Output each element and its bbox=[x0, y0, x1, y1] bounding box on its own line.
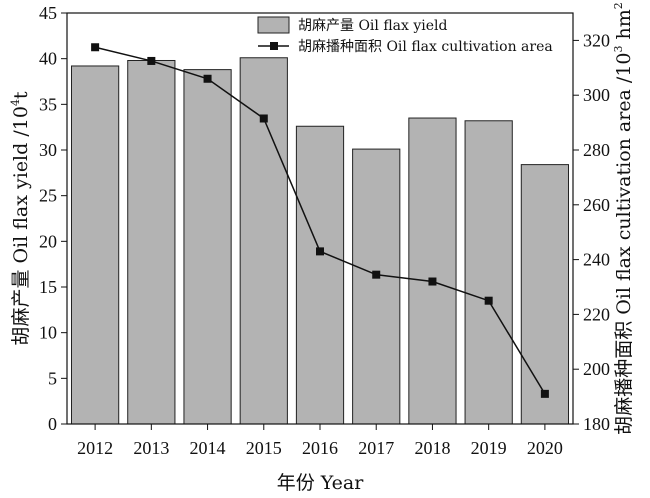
right-tick-label: 240 bbox=[583, 250, 610, 270]
bar-series bbox=[70, 57, 570, 425]
right-tick-label: 200 bbox=[583, 359, 610, 379]
bar-2017 bbox=[352, 148, 401, 425]
right-y-axis-title-tail: hm bbox=[613, 9, 635, 45]
right-y-axis: 180 200 220 240 260 280 300 320 bbox=[573, 30, 610, 434]
line-point-2016 bbox=[316, 247, 324, 256]
line-point-2012 bbox=[91, 43, 100, 52]
bar-2016 bbox=[295, 125, 345, 425]
left-tick-label: 35 bbox=[39, 94, 57, 114]
x-tick-label: 2012 bbox=[77, 438, 113, 458]
x-tick-label: 2019 bbox=[471, 438, 507, 458]
right-tick-label: 300 bbox=[583, 85, 610, 105]
x-tick-label: 2015 bbox=[246, 438, 282, 458]
right-tick-label: 260 bbox=[583, 195, 610, 215]
x-tick-label: 2013 bbox=[133, 438, 169, 458]
line-point-2018 bbox=[428, 277, 437, 286]
left-tick-label: 0 bbox=[48, 414, 57, 434]
right-y-axis-title-sup: 3 bbox=[612, 45, 625, 52]
right-tick-label: 280 bbox=[583, 140, 610, 160]
left-tick-label: 25 bbox=[39, 186, 57, 206]
bar-2019 bbox=[464, 120, 513, 425]
left-y-axis-title-tail: t bbox=[10, 91, 32, 99]
x-axis: 2012 2013 2014 2015 2016 2017 2018 2019 2020 bbox=[77, 424, 563, 458]
bar-2013 bbox=[127, 59, 176, 425]
left-tick-label: 30 bbox=[39, 140, 57, 160]
left-tick-label: 10 bbox=[39, 323, 57, 343]
x-tick-label: 2018 bbox=[414, 438, 450, 458]
line-point-2020 bbox=[540, 389, 549, 398]
left-tick-label: 5 bbox=[48, 368, 57, 388]
right-tick-label: 220 bbox=[583, 304, 610, 324]
bar-2018 bbox=[408, 117, 457, 425]
x-tick-label: 2020 bbox=[527, 438, 563, 458]
left-tick-label: 40 bbox=[39, 49, 57, 69]
legend-bar-swatch bbox=[257, 16, 290, 34]
line-point-2019 bbox=[484, 296, 493, 305]
bar-2014 bbox=[183, 69, 232, 425]
x-tick-label: 2016 bbox=[302, 438, 338, 458]
line-series bbox=[91, 43, 549, 398]
line-point-2013 bbox=[147, 56, 156, 65]
bar-2015 bbox=[239, 57, 288, 425]
left-y-axis-title-main: 胡麻产量 Oil flax yield /10 bbox=[10, 106, 32, 345]
legend: 胡麻产量 Oil flax yield 胡麻播种面积 Oil flax cult… bbox=[257, 16, 553, 55]
left-y-axis-title-sup: 4 bbox=[9, 99, 22, 106]
right-tick-label: 320 bbox=[583, 30, 610, 50]
left-y-axis: 0 5 10 15 20 25 30 35 40 45 bbox=[39, 3, 67, 434]
right-tick-label: 180 bbox=[583, 414, 610, 434]
legend-line-label: 胡麻播种面积 Oil flax cultivation area bbox=[298, 39, 553, 55]
left-y-axis-title: 胡麻产量 Oil flax yield /104t bbox=[9, 91, 32, 345]
left-tick-label: 15 bbox=[39, 277, 57, 297]
legend-bar-label: 胡麻产量 Oil flax yield bbox=[298, 18, 448, 34]
line-point-2017 bbox=[372, 270, 381, 279]
x-axis-title: 年份 Year bbox=[277, 472, 365, 494]
bar-2012 bbox=[70, 65, 120, 425]
right-y-axis-title-sup2: 2 bbox=[612, 2, 625, 9]
left-tick-label: 45 bbox=[39, 3, 57, 23]
right-y-axis-title: 胡麻播种面积 Oil flax cultivation area /103 hm… bbox=[612, 2, 635, 435]
line-point-2015 bbox=[259, 114, 268, 123]
left-tick-label: 20 bbox=[39, 231, 57, 251]
x-tick-label: 2017 bbox=[358, 438, 394, 458]
x-tick-label: 2014 bbox=[190, 438, 226, 458]
legend-line-marker bbox=[270, 42, 278, 50]
line-point-2014 bbox=[203, 74, 212, 83]
right-y-axis-title-main: 胡麻播种面积 Oil flax cultivation area /10 bbox=[613, 52, 635, 434]
bar-2020 bbox=[520, 164, 570, 425]
